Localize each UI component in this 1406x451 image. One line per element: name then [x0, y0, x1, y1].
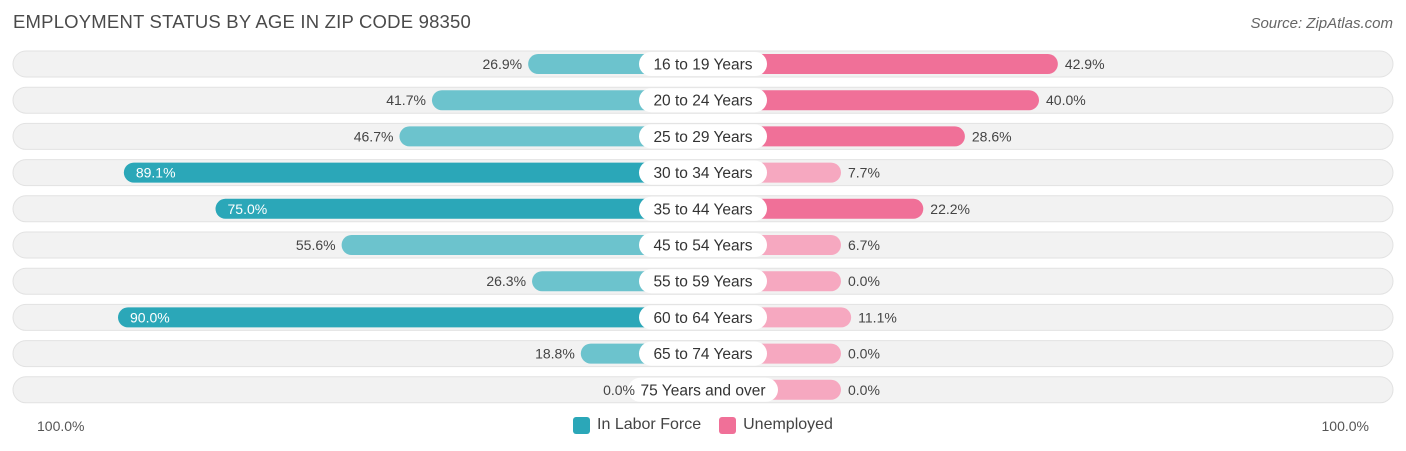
- legend-label-unemployed: Unemployed: [743, 416, 833, 433]
- value-label-labor-force: 26.3%: [486, 273, 526, 289]
- category-label: 25 to 29 Years: [653, 129, 752, 146]
- category-pill: [639, 52, 767, 76]
- category-label: 30 to 34 Years: [653, 165, 752, 182]
- bar-labor-force: [123, 162, 704, 183]
- bar-unemployed: [703, 90, 1039, 111]
- bar-labor-force: [431, 90, 703, 111]
- legend-swatch-labor-force: [573, 416, 591, 434]
- category-pill: [639, 196, 767, 221]
- value-label-labor-force: 55.6%: [296, 237, 336, 253]
- value-label-unemployed: 0.0%: [848, 382, 880, 398]
- bar-unemployed: [703, 126, 965, 147]
- value-label-unemployed: 0.0%: [848, 346, 880, 362]
- value-label-unemployed: 40.0%: [1046, 92, 1086, 108]
- value-label-labor-force: 75.0%: [228, 201, 268, 217]
- category-label: 16 to 19 Years: [653, 57, 752, 74]
- category-label: 75 Years and over: [641, 382, 766, 399]
- bar-labor-force: [399, 126, 703, 147]
- category-label: 60 to 64 Years: [653, 310, 752, 327]
- category-label: 20 to 24 Years: [653, 93, 752, 110]
- bar-unemployed: [703, 54, 1058, 74]
- value-label-labor-force: 41.7%: [386, 92, 426, 108]
- axis-right-label: 100.0%: [1321, 418, 1369, 434]
- value-label-unemployed: 28.6%: [972, 128, 1012, 144]
- value-label-labor-force: 18.8%: [535, 346, 575, 362]
- category-label: 65 to 74 Years: [653, 346, 752, 363]
- bar-labor-force: [341, 235, 703, 255]
- value-label-labor-force: 0.0%: [603, 382, 635, 398]
- value-label-unemployed: 22.2%: [930, 201, 970, 217]
- category-pill: [639, 305, 767, 330]
- category-pill: [639, 233, 767, 257]
- legend-label-labor-force: In Labor Force: [597, 416, 702, 433]
- category-label: 35 to 44 Years: [653, 201, 752, 218]
- category-pill: [639, 88, 767, 113]
- value-label-unemployed: 11.1%: [858, 309, 897, 325]
- legend-item-unemployed: Unemployed: [719, 416, 833, 434]
- category-label: 55 to 59 Years: [653, 274, 752, 291]
- axis-left-label: 100.0%: [37, 418, 85, 434]
- value-label-labor-force: 89.1%: [136, 165, 176, 181]
- category-label: 45 to 54 Years: [653, 238, 752, 255]
- category-pill: [639, 160, 767, 185]
- category-pill: [639, 269, 767, 294]
- value-label-unemployed: 42.9%: [1065, 56, 1105, 72]
- value-label-unemployed: 6.7%: [848, 237, 880, 253]
- category-pill: [628, 377, 778, 402]
- value-label-labor-force: 90.0%: [130, 309, 170, 325]
- value-label-labor-force: 46.7%: [354, 128, 394, 144]
- value-label-unemployed: 0.0%: [848, 273, 880, 289]
- legend: In Labor Force Unemployed: [0, 416, 1406, 434]
- legend-swatch-unemployed: [719, 416, 737, 434]
- category-pill: [639, 341, 767, 366]
- source-label: Source: ZipAtlas.com: [1250, 15, 1393, 32]
- chart-title: EMPLOYMENT STATUS BY AGE IN ZIP CODE 983…: [13, 11, 472, 32]
- bar-labor-force: [118, 307, 703, 328]
- value-label-labor-force: 26.9%: [482, 56, 522, 72]
- value-label-unemployed: 7.7%: [848, 165, 880, 181]
- bar-labor-force: [215, 198, 703, 219]
- category-pill: [639, 124, 767, 149]
- legend-item-labor-force: In Labor Force: [573, 416, 701, 434]
